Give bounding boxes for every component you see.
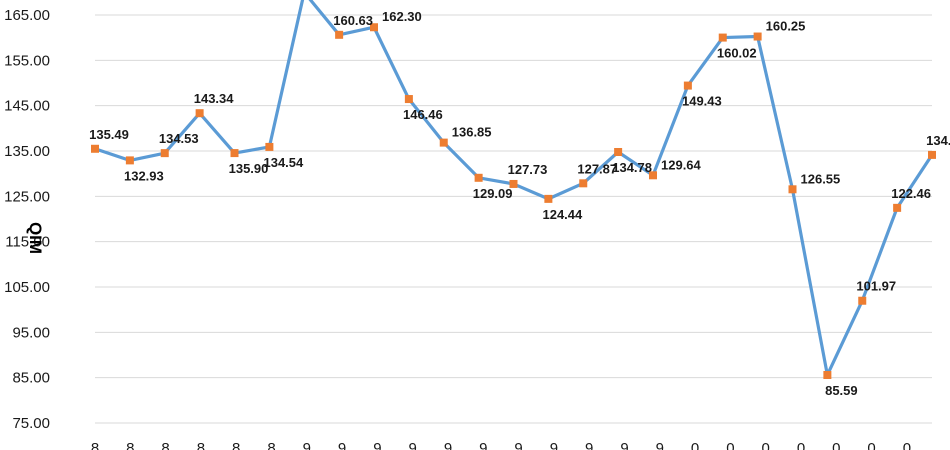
x-tick-label: 9 bbox=[444, 440, 452, 450]
data-label: 160.63 bbox=[333, 13, 373, 28]
data-label: 143.34 bbox=[194, 91, 235, 106]
data-label: 134.54 bbox=[263, 155, 304, 170]
data-label: 135.90 bbox=[229, 161, 269, 176]
data-label: 134.78 bbox=[612, 160, 652, 175]
data-point bbox=[788, 185, 797, 194]
data-point bbox=[858, 296, 867, 305]
data-point bbox=[683, 81, 692, 90]
x-tick-label: 9 bbox=[409, 440, 417, 450]
x-tick-label: 8 bbox=[91, 440, 99, 450]
y-tick-label: 95.00 bbox=[12, 324, 50, 341]
x-tick-label: 9 bbox=[303, 440, 311, 450]
data-point bbox=[195, 109, 204, 118]
data-label: 129.09 bbox=[473, 186, 513, 201]
data-label: 146.46 bbox=[403, 107, 443, 122]
data-point bbox=[439, 138, 448, 147]
data-label: 129.64 bbox=[661, 157, 702, 172]
data-point bbox=[474, 173, 483, 182]
data-label: 132.93 bbox=[124, 168, 164, 183]
data-label: 162.30 bbox=[382, 9, 422, 24]
data-point bbox=[614, 147, 623, 156]
y-tick-label: 165.00 bbox=[4, 7, 50, 24]
data-point bbox=[370, 23, 378, 32]
y-axis: 75.00 85.00 95.00 105.00 115.00 125.00 135.00 1… bbox=[4, 7, 50, 432]
data-point bbox=[649, 171, 657, 180]
x-tick-label: 9 bbox=[373, 440, 381, 450]
data-point bbox=[579, 179, 588, 188]
x-tick-label: 9 bbox=[514, 440, 522, 450]
data-point bbox=[823, 370, 832, 379]
x-tick-label: 8 bbox=[161, 440, 169, 450]
x-tick-label: 0 bbox=[726, 440, 734, 450]
x-tick-label: 9 bbox=[585, 440, 593, 450]
data-label: 134.14 bbox=[926, 133, 950, 148]
x-tick-label: 8 bbox=[267, 440, 275, 450]
data-point bbox=[753, 32, 762, 41]
y-tick-label: 135.00 bbox=[4, 143, 50, 160]
data-label: 85.59 bbox=[825, 383, 858, 398]
y-tick-label: 125.00 bbox=[4, 188, 50, 205]
y-tick-label: 145.00 bbox=[4, 98, 50, 115]
data-label: 149.43 bbox=[682, 94, 722, 109]
data-point bbox=[509, 179, 518, 188]
x-tick-label: 9 bbox=[550, 440, 558, 450]
x-tick-label: 0 bbox=[867, 440, 875, 450]
x-tick-label: 8 bbox=[232, 440, 240, 450]
x-tick-label: 0 bbox=[797, 440, 805, 450]
data-point bbox=[160, 149, 169, 158]
data-label: 134.53 bbox=[159, 131, 199, 146]
x-tick-label: 8 bbox=[126, 440, 134, 450]
y-tick-label: 85.00 bbox=[12, 370, 50, 387]
y-axis-title: QIM bbox=[26, 222, 45, 254]
data-point bbox=[404, 95, 413, 104]
data-label: 101.97 bbox=[856, 279, 896, 294]
y-tick-label: 105.00 bbox=[4, 279, 50, 296]
data-label: 122.46 bbox=[891, 186, 931, 201]
x-tick-label: 9 bbox=[620, 440, 628, 450]
data-point bbox=[928, 150, 936, 159]
data-point bbox=[91, 144, 99, 153]
data-point bbox=[265, 142, 274, 151]
x-tick-label: 0 bbox=[903, 440, 911, 450]
data-point bbox=[230, 149, 239, 158]
x-tick-label: 0 bbox=[762, 440, 770, 450]
series bbox=[91, 0, 936, 379]
data-label: 127.73 bbox=[508, 162, 548, 177]
data-point bbox=[335, 30, 344, 39]
data-label: 124.44 bbox=[542, 207, 583, 222]
y-tick-label: 75.00 bbox=[12, 415, 50, 432]
gridlines bbox=[95, 14, 932, 424]
data-label: 160.02 bbox=[717, 46, 757, 61]
data-label: 126.55 bbox=[801, 171, 841, 186]
data-point bbox=[125, 156, 134, 165]
x-tick-label: 8 bbox=[197, 440, 205, 450]
x-axis: 8 8 8 8 8 8 9 9 9 9 9 9 9 9 9 9 9 0 0 0 0 0 0 0 bbox=[91, 440, 911, 450]
y-tick-label: 115.00 bbox=[5, 234, 50, 251]
data-label: 136.85 bbox=[452, 125, 492, 140]
data-label: 160.25 bbox=[766, 19, 806, 34]
x-tick-label: 9 bbox=[338, 440, 346, 450]
data-point bbox=[893, 203, 902, 212]
data-label: 135.49 bbox=[89, 127, 129, 142]
x-tick-label: 0 bbox=[691, 440, 699, 450]
data-point bbox=[718, 33, 727, 42]
x-tick-label: 9 bbox=[656, 440, 664, 450]
data-label: 127.87 bbox=[577, 161, 617, 176]
data-point bbox=[544, 194, 553, 203]
x-tick-label: 9 bbox=[479, 440, 487, 450]
y-tick-label: 155.00 bbox=[4, 52, 50, 69]
x-tick-label: 0 bbox=[832, 440, 840, 450]
